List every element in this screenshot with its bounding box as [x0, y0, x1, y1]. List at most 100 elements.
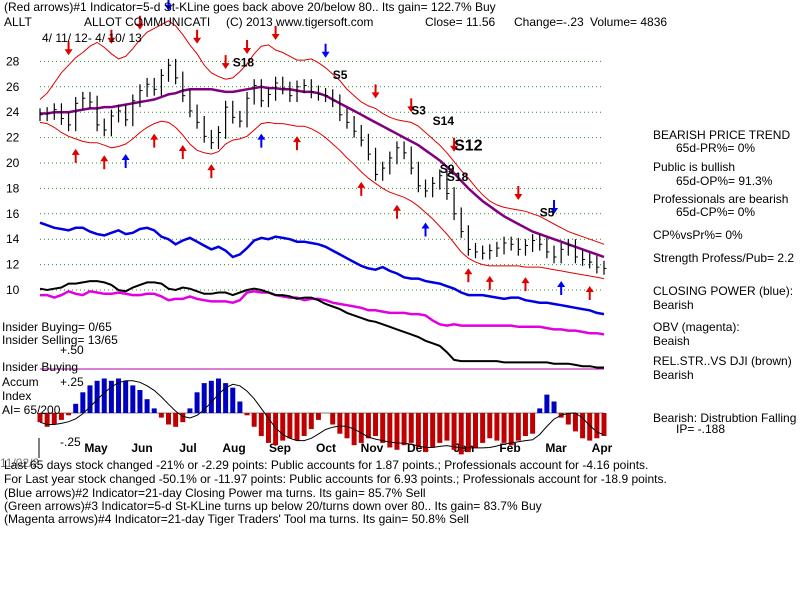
- sell-arrow: [221, 55, 230, 70]
- x-tick-label: Aug: [222, 441, 245, 455]
- ai-plus50-label: +.50: [60, 343, 84, 357]
- sell-arrow: [107, 29, 116, 44]
- sell-arrow: [243, 39, 252, 54]
- buy-arrow: [392, 204, 401, 219]
- x-tick-label: Apr: [592, 441, 613, 455]
- sell-arrow: [371, 84, 380, 99]
- bearish-trend-title: BEARISH PRICE TREND: [653, 128, 791, 142]
- footer-line-3: (Blue arrows)#2 Indicator=21-day Closing…: [4, 486, 426, 500]
- footer-overlap-date: 11/02/2: [0, 456, 40, 470]
- header-line-1: (Red arrows)#1 Indicator=5-d St-KLine go…: [4, 0, 496, 14]
- buy-arrow: [464, 268, 473, 283]
- obv-title: OBV (magenta):: [653, 320, 740, 334]
- professionals-bearish: Professionals are bearish: [653, 192, 789, 206]
- volume-value: Volume= 4836: [590, 15, 668, 29]
- index-label: Index: [2, 389, 32, 403]
- footer-line-1: Last 65 days stock changed -21% or -2.29…: [4, 458, 649, 472]
- sell-arrow: [407, 98, 416, 113]
- signal-label: S9: [440, 162, 455, 176]
- footer-line-4: (Green arrows)#3 Indicator=5-d St-KLine …: [4, 499, 542, 513]
- upper-band-line: [39, 20, 605, 245]
- ma50-line: [40, 85, 605, 259]
- buy-arrow: [521, 277, 530, 292]
- pr-value: 65d-PR%= 0%: [676, 141, 756, 155]
- op-value: 65d-OP%= 91.3%: [676, 174, 773, 188]
- ai-plus25-label: +.25: [60, 375, 84, 389]
- obv-line: [40, 289, 605, 336]
- ip-value: IP= -.188: [676, 422, 726, 436]
- signal-label: S5: [333, 68, 348, 82]
- x-tick-label: Mar: [545, 441, 567, 455]
- signal-label: S5: [540, 205, 555, 219]
- closing-power-line: [39, 221, 605, 316]
- ai-value: AI= 65/200: [2, 403, 61, 417]
- signal-label: S12: [454, 137, 483, 154]
- closing-power-state: Bearish: [653, 298, 694, 312]
- sell-arrow: [64, 41, 73, 56]
- lower-band-line: [39, 120, 605, 280]
- x-tick-label: May: [84, 441, 108, 455]
- x-tick-label: Sep: [269, 441, 291, 455]
- buy-arrow: [421, 222, 430, 237]
- signal-label: S18: [233, 55, 255, 69]
- buy-arrow: [293, 136, 302, 151]
- obv-state: Beaish: [653, 334, 690, 348]
- x-tick-label: Nov: [361, 441, 384, 455]
- buy-arrow: [257, 133, 266, 148]
- accum-label: Accum: [2, 375, 39, 389]
- relstr-state: Bearish: [653, 368, 694, 382]
- y-tick-label: 20: [6, 156, 20, 170]
- buy-arrow: [485, 275, 494, 290]
- y-tick-label: 14: [6, 232, 20, 246]
- sell-arrow: [450, 137, 459, 152]
- buy-arrow: [178, 145, 187, 160]
- buy-arrow: [71, 148, 80, 163]
- closing-power-title: CLOSING POWER (blue):: [653, 284, 794, 298]
- strength-ratio: Strength Profess/Pub= 2.2: [653, 251, 795, 265]
- x-tick-label: Oct: [316, 441, 336, 455]
- y-tick-label: 24: [6, 105, 20, 119]
- buy-arrow: [585, 286, 594, 301]
- buy-arrow: [557, 280, 566, 295]
- date-range: 4/ 11/ 12- 4/ 10/ 13: [42, 31, 142, 45]
- change-value: Change=-.23: [514, 15, 584, 29]
- signal-label: S14: [433, 114, 455, 128]
- sell-arrow: [550, 199, 559, 214]
- footer-line-2: For Last year stock changed -50.1% or -1…: [4, 472, 667, 486]
- relstr-title: REL.STR..VS DJI (brown): [653, 354, 792, 368]
- buy-arrow: [357, 181, 366, 196]
- x-tick-label: Jul: [179, 441, 196, 455]
- footer-line-5: (Magenta arrows)#4 Indicator=21-day Tige…: [4, 512, 469, 526]
- y-tick-label: 28: [6, 54, 20, 68]
- signal-label: S3: [411, 104, 426, 118]
- public-bullish: Public is bullish: [653, 160, 736, 174]
- insider-selling: Insider Selling= 13/65: [2, 333, 118, 347]
- company-name: ALLOT COMMUNICATI: [84, 15, 211, 29]
- ticker: ALLT: [4, 15, 32, 29]
- buy-arrow: [207, 164, 216, 179]
- sell-arrow: [271, 25, 280, 40]
- buy-arrow: [150, 133, 159, 148]
- insider-buying: Insider Buying= 0/65: [2, 320, 112, 334]
- cp-vs-pr: CP%vsPr%= 0%: [653, 228, 743, 242]
- x-tick-label: Jun: [131, 441, 152, 455]
- cp-value: 65d-CP%= 0%: [676, 205, 756, 219]
- accum-ma-line: [39, 380, 605, 449]
- close-value: Close= 11.56: [425, 15, 496, 29]
- y-tick-label: 26: [6, 80, 20, 94]
- y-tick-label: 10: [6, 283, 20, 297]
- sell-arrow: [164, 0, 173, 11]
- y-tick-label: 16: [6, 207, 20, 221]
- buy-arrow: [100, 155, 109, 170]
- y-tick-label: 18: [6, 181, 20, 195]
- buy-arrow: [121, 153, 130, 168]
- sell-arrow: [514, 185, 523, 200]
- distribution-state: Bearish: Distrubtion Falling: [653, 411, 797, 425]
- insider-buying-line-label: Insider Buying: [2, 360, 79, 374]
- y-tick-label: 12: [6, 258, 20, 272]
- copyright: (C) 2013 www.tigersoft.com: [226, 15, 374, 29]
- sell-arrow: [321, 43, 330, 58]
- rel-str-line: [39, 280, 604, 369]
- y-tick-label: 22: [6, 131, 20, 145]
